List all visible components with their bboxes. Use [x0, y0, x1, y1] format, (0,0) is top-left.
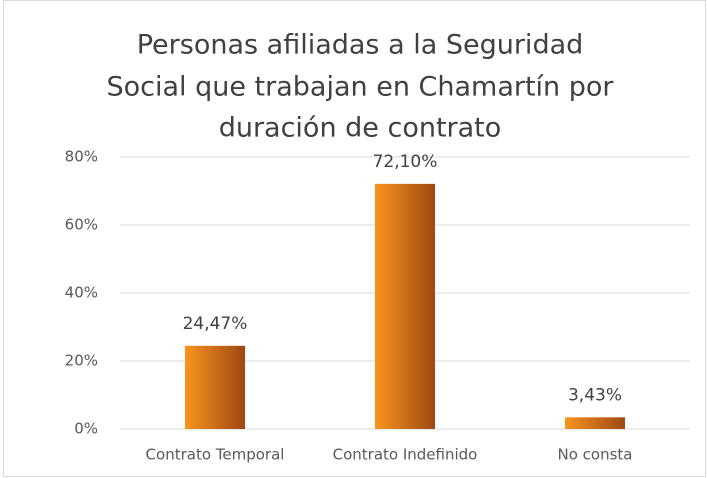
y-tick-label: 80%: [65, 148, 98, 166]
value-label: 24,47%: [183, 314, 248, 334]
x-tick-label: No consta: [558, 446, 633, 464]
bar: [565, 417, 625, 429]
y-tick-label: 40%: [65, 284, 98, 302]
bar: [185, 345, 245, 429]
y-tick-label: 60%: [65, 216, 98, 234]
x-tick-label: Contrato Temporal: [146, 446, 285, 464]
chart-title: duración de contrato: [219, 113, 502, 144]
value-label: 3,43%: [568, 385, 622, 405]
y-tick-label: 0%: [74, 420, 98, 438]
y-tick-label: 20%: [65, 352, 98, 370]
chart-frame: [3, 0, 706, 477]
chart-title: Personas afiliadas a la Seguridad: [137, 30, 584, 61]
bar: [375, 183, 435, 429]
value-label: 72,10%: [373, 152, 438, 172]
chart-title: Social que trabajan en Chamartín por: [106, 72, 614, 103]
x-tick-label: Contrato Indefinido: [333, 446, 478, 464]
